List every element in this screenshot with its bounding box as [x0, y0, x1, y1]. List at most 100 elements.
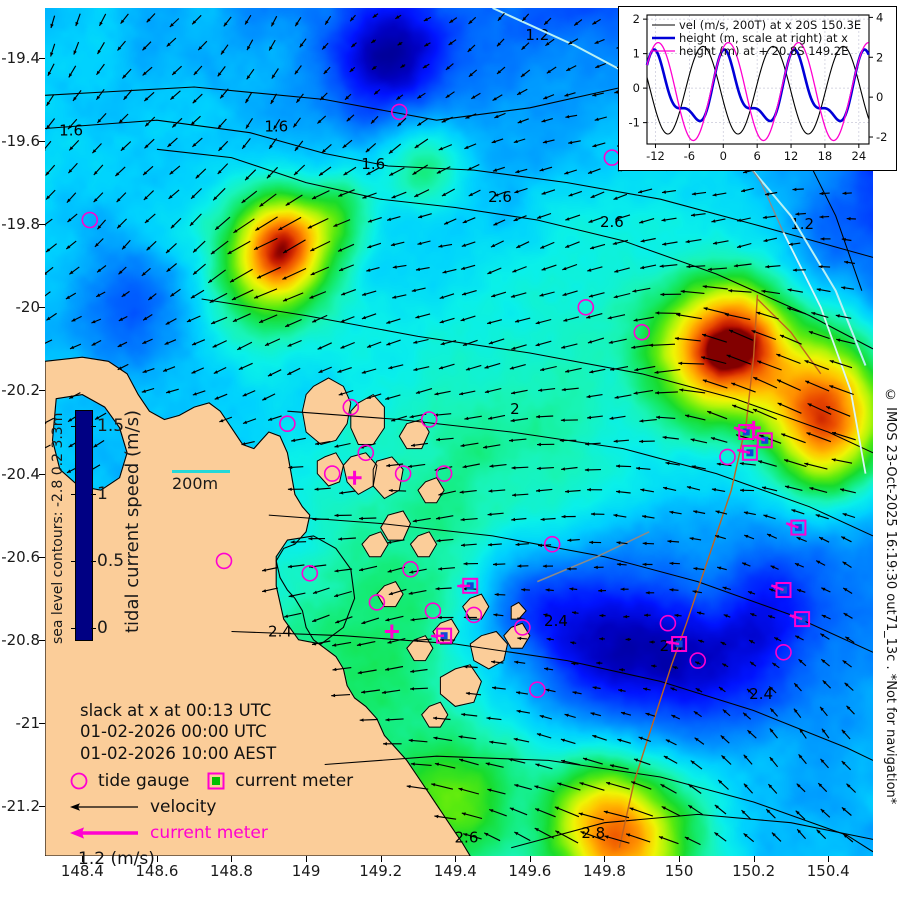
colorbar-tick-mark	[91, 493, 96, 495]
tide-gauge-marker[interactable]	[323, 465, 341, 482]
current-meter-arrow-head	[752, 435, 758, 440]
tide-gauge-marker[interactable]	[659, 614, 677, 632]
inset-legend-label-0: vel (m/s, 200T) at x 20S 150.3E	[679, 18, 861, 32]
contour-label: 2.6	[600, 213, 624, 231]
tide-gauge-marker[interactable]	[81, 211, 99, 229]
info-line-utc: 01-02-2026 00:00 UTC	[80, 722, 267, 742]
island-coastline	[503, 622, 531, 649]
colorbar-tick-label: 1	[97, 483, 108, 504]
tide-gauge-icon	[70, 772, 88, 790]
svg-text:2.8: 2.8	[581, 824, 605, 842]
current-meter-arrow-head	[666, 640, 671, 645]
tide-gauge-marker[interactable]	[775, 643, 792, 661]
y-tick-mark	[39, 390, 45, 392]
tide-gauge-marker[interactable]	[368, 594, 386, 611]
colorbar-tick-label: 1.5	[97, 416, 125, 437]
current-meter-marker[interactable]	[775, 582, 792, 598]
x-tick-mark	[679, 856, 681, 862]
inset-series-line-0	[646, 45, 870, 135]
legend-row-velocity: velocity	[68, 794, 353, 820]
station-markers[interactable]	[81, 103, 811, 699]
tide-gauge-marker[interactable]	[394, 465, 412, 482]
y-tick-mark	[39, 556, 45, 558]
tide-gauge-marker[interactable]	[390, 103, 408, 121]
y-tick-label: -20.6	[1, 547, 40, 566]
svg-text:2: 2	[510, 400, 520, 418]
tide-gauge-marker[interactable]	[528, 681, 546, 699]
colorbar-tick-label: 0.5	[97, 550, 125, 571]
x-tick-mark	[231, 856, 233, 862]
current-meter-core	[440, 632, 448, 640]
current-meter-arrow-head	[789, 614, 795, 619]
legend-label-speed-ref: 1.2 (m/s)	[78, 849, 155, 869]
current-meter-marker[interactable]	[790, 519, 807, 536]
legend-label-tide-gauge: tide gauge	[98, 771, 190, 791]
x-tick-mark	[753, 856, 755, 862]
x-tick-label: 149.2	[359, 862, 403, 880]
inset-xtick-label: 6	[753, 149, 760, 163]
reference-plus-marker	[746, 420, 761, 435]
island-coastline	[409, 531, 438, 558]
island-coastline	[406, 635, 434, 662]
contour-label: 2.4	[544, 612, 568, 630]
tide-gauge-marker[interactable]	[420, 411, 438, 428]
tide-gauge-marker[interactable]	[719, 448, 736, 466]
tide-gauge-marker[interactable]	[514, 619, 531, 636]
sea-level-contour	[756, 298, 822, 375]
y-tick-mark	[39, 307, 45, 309]
reference-plus-marker	[347, 470, 362, 485]
island-coastline	[342, 452, 378, 496]
colorbar-tick-mark	[71, 560, 76, 562]
x-tick-label: 148.8	[210, 862, 253, 880]
current-meter-marker[interactable]	[756, 432, 773, 449]
x-tick-label: 150	[664, 862, 694, 880]
tide-gauge-marker[interactable]	[357, 444, 375, 462]
svg-text:2.4: 2.4	[268, 623, 292, 641]
y-tick-label: -20.8	[1, 630, 40, 649]
tide-gauge-marker[interactable]	[577, 298, 595, 316]
inset-legend-label-2: height (m) at + 20.8S 149.2E	[679, 44, 848, 58]
svg-text:2.4: 2.4	[749, 685, 773, 703]
info-line-slack: slack at x at 00:13 UTC	[80, 701, 272, 720]
y-tick-label: -19.4	[1, 48, 40, 67]
current-meter-core	[675, 640, 683, 648]
tide-gauge-marker[interactable]	[633, 323, 651, 341]
x-tick-mark	[828, 856, 830, 862]
x-tick-mark	[455, 856, 457, 862]
tide-gauge-marker[interactable]	[402, 560, 419, 578]
current-meter-marker[interactable]	[741, 444, 758, 461]
timeseries-inset-chart[interactable]: -12 -6 0 6 12 18 24 -1 0 1 2 -2 0 2 4 vel (m/s, 200T) a…	[618, 6, 897, 171]
colorbar-tick-mark	[91, 426, 96, 428]
contour-label: 2	[510, 400, 520, 418]
current-meter-core	[742, 428, 750, 436]
x-tick-label: 148.6	[135, 862, 179, 880]
svg-text:2.4: 2.4	[544, 612, 568, 630]
tide-gauge-marker[interactable]	[465, 606, 483, 624]
island-coastline	[361, 531, 389, 558]
tide-gauge-marker[interactable]	[689, 652, 707, 669]
inset-ytick-label-right: -2	[876, 130, 887, 144]
y-tick-mark	[39, 806, 45, 808]
colorbar-tick-mark	[71, 628, 76, 630]
tide-gauge-marker[interactable]	[435, 465, 453, 482]
x-tick-label: 149.8	[582, 862, 626, 880]
tide-gauge-marker[interactable]	[342, 398, 360, 416]
tide-gauge-marker[interactable]	[301, 564, 319, 582]
current-meter-marker[interactable]	[794, 611, 811, 628]
tide-gauge-marker[interactable]	[424, 602, 442, 620]
x-tick-label: 149	[291, 862, 321, 880]
island-coastline	[421, 701, 449, 728]
time-info-block: slack at x at 00:13 UTC 01-02-2026 00:00…	[80, 700, 276, 764]
contour-label: 2.4	[749, 685, 773, 703]
current-meter-core	[466, 582, 474, 590]
sea-level-contour	[287, 410, 873, 537]
sea-level-contour	[231, 630, 873, 761]
tide-gauge-marker[interactable]	[279, 415, 296, 433]
tide-gauge-marker[interactable]	[543, 535, 561, 553]
y-tick-label: -21.2	[1, 797, 40, 816]
inset-xtick-label: 12	[784, 149, 799, 163]
tide-gauge-marker[interactable]	[215, 552, 233, 570]
contour-label: 2.6	[455, 828, 479, 846]
